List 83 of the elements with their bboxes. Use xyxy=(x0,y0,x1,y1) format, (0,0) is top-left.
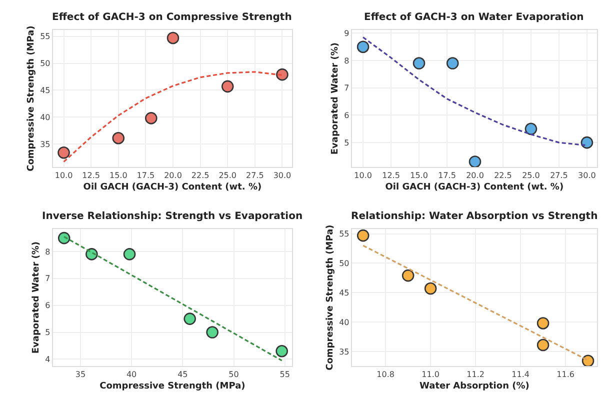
point xyxy=(412,57,426,70)
point xyxy=(276,344,288,358)
x-tick-label: 22.5 xyxy=(494,170,512,180)
point xyxy=(356,229,370,242)
x-tick-label: 17.5 xyxy=(438,170,456,180)
y-tick-label: 40 xyxy=(40,112,50,122)
point xyxy=(58,232,70,244)
point xyxy=(58,146,70,159)
point xyxy=(145,112,158,124)
y-tick-label: 7 xyxy=(45,274,50,284)
x-tick-label: 40 xyxy=(126,370,137,379)
y-tick-label: 6 xyxy=(344,111,350,120)
x-tick-label: 55 xyxy=(280,370,290,379)
y-tick-label: 40 xyxy=(339,318,350,327)
y-axis-title: Evaporated Water (%) xyxy=(330,42,341,155)
point xyxy=(580,136,594,149)
point xyxy=(112,132,125,144)
y-tick-label: 5 xyxy=(344,138,350,148)
x-tick-label: 30.0 xyxy=(273,170,292,180)
y-tick-label: 45 xyxy=(40,86,50,95)
y-tick-label: 4 xyxy=(45,355,50,364)
y-tick-label: 50 xyxy=(40,59,50,68)
x-tick-label: 17.5 xyxy=(136,170,155,180)
y-axis-title: Compressive Strength (MPa) xyxy=(26,26,36,172)
y-tick-label: 9 xyxy=(344,28,350,38)
point xyxy=(524,122,538,136)
x-axis-title: Compressive Strength (MPa) xyxy=(100,382,246,392)
x-tick-label: 25.0 xyxy=(522,170,540,180)
x-axis-title: Oil GACH (GACH-3) Content (wt. %) xyxy=(385,182,564,193)
x-tick-label: 12.5 xyxy=(382,170,400,180)
point xyxy=(276,68,288,81)
point xyxy=(123,248,136,260)
x-tick-label: 50 xyxy=(228,370,239,379)
x-tick-label: 22.5 xyxy=(191,170,210,180)
x-axis-title: Oil GACH (GACH-3) Content (wt. %) xyxy=(83,182,262,193)
point xyxy=(402,269,414,282)
x-tick-label: 25.0 xyxy=(218,170,237,180)
point xyxy=(446,57,459,70)
y-tick-label: 7 xyxy=(344,84,350,93)
x-tick-label: 15.0 xyxy=(410,170,428,180)
point xyxy=(468,156,482,168)
chart-title: Effect of GACH-3 on Compressive Strength xyxy=(52,12,292,23)
chart-title: Relationship: Water Absorption vs Strength xyxy=(351,211,598,222)
y-tick-label: 8 xyxy=(45,247,50,256)
point xyxy=(536,338,550,352)
x-tick-label: 11.4 xyxy=(512,370,530,379)
point xyxy=(424,282,437,295)
x-tick-label: 30.0 xyxy=(578,170,596,180)
y-axis-title: Compressive Strength (MPa) xyxy=(325,224,336,370)
x-tick-label: 27.5 xyxy=(550,170,568,180)
chart-title: Effect of GACH-3 on Water Evaporation xyxy=(364,12,584,23)
y-tick-label: 55 xyxy=(339,230,350,239)
x-tick-label: 10.8 xyxy=(376,370,394,379)
x-tick-label: 10.0 xyxy=(54,170,73,180)
x-axis-title: Water Absorption (%) xyxy=(420,382,530,392)
x-tick-label: 10.0 xyxy=(354,170,372,180)
y-tick-label: 6 xyxy=(45,301,50,310)
y-axis-title: Evaporated Water (%) xyxy=(32,241,42,354)
y-tick-label: 45 xyxy=(339,288,350,298)
point xyxy=(356,40,370,53)
y-tick-label: 5 xyxy=(45,328,50,338)
point xyxy=(221,80,234,93)
y-tick-label: 35 xyxy=(339,347,350,356)
x-tick-label: 11.6 xyxy=(556,370,574,379)
point xyxy=(166,32,180,44)
x-tick-label: 11.2 xyxy=(466,370,484,379)
x-tick-label: 12.5 xyxy=(82,170,100,180)
x-tick-label: 20.0 xyxy=(164,170,182,180)
point xyxy=(582,354,594,366)
chart-title: Inverse Relationship: Strength vs Evaporation xyxy=(42,211,303,222)
point xyxy=(184,312,196,325)
y-tick-label: 55 xyxy=(40,32,50,42)
x-tick-label: 45 xyxy=(178,370,188,379)
x-tick-label: 27.5 xyxy=(246,170,264,180)
x-tick-label: 20.0 xyxy=(466,170,484,180)
x-tick-label: 11.0 xyxy=(422,370,440,379)
y-tick-label: 35 xyxy=(40,140,50,149)
point xyxy=(206,326,218,338)
point xyxy=(536,317,550,330)
y-tick-label: 8 xyxy=(344,56,350,66)
x-tick-label: 15.0 xyxy=(109,170,128,180)
y-tick-label: 50 xyxy=(339,259,350,268)
x-tick-label: 35 xyxy=(75,370,86,379)
